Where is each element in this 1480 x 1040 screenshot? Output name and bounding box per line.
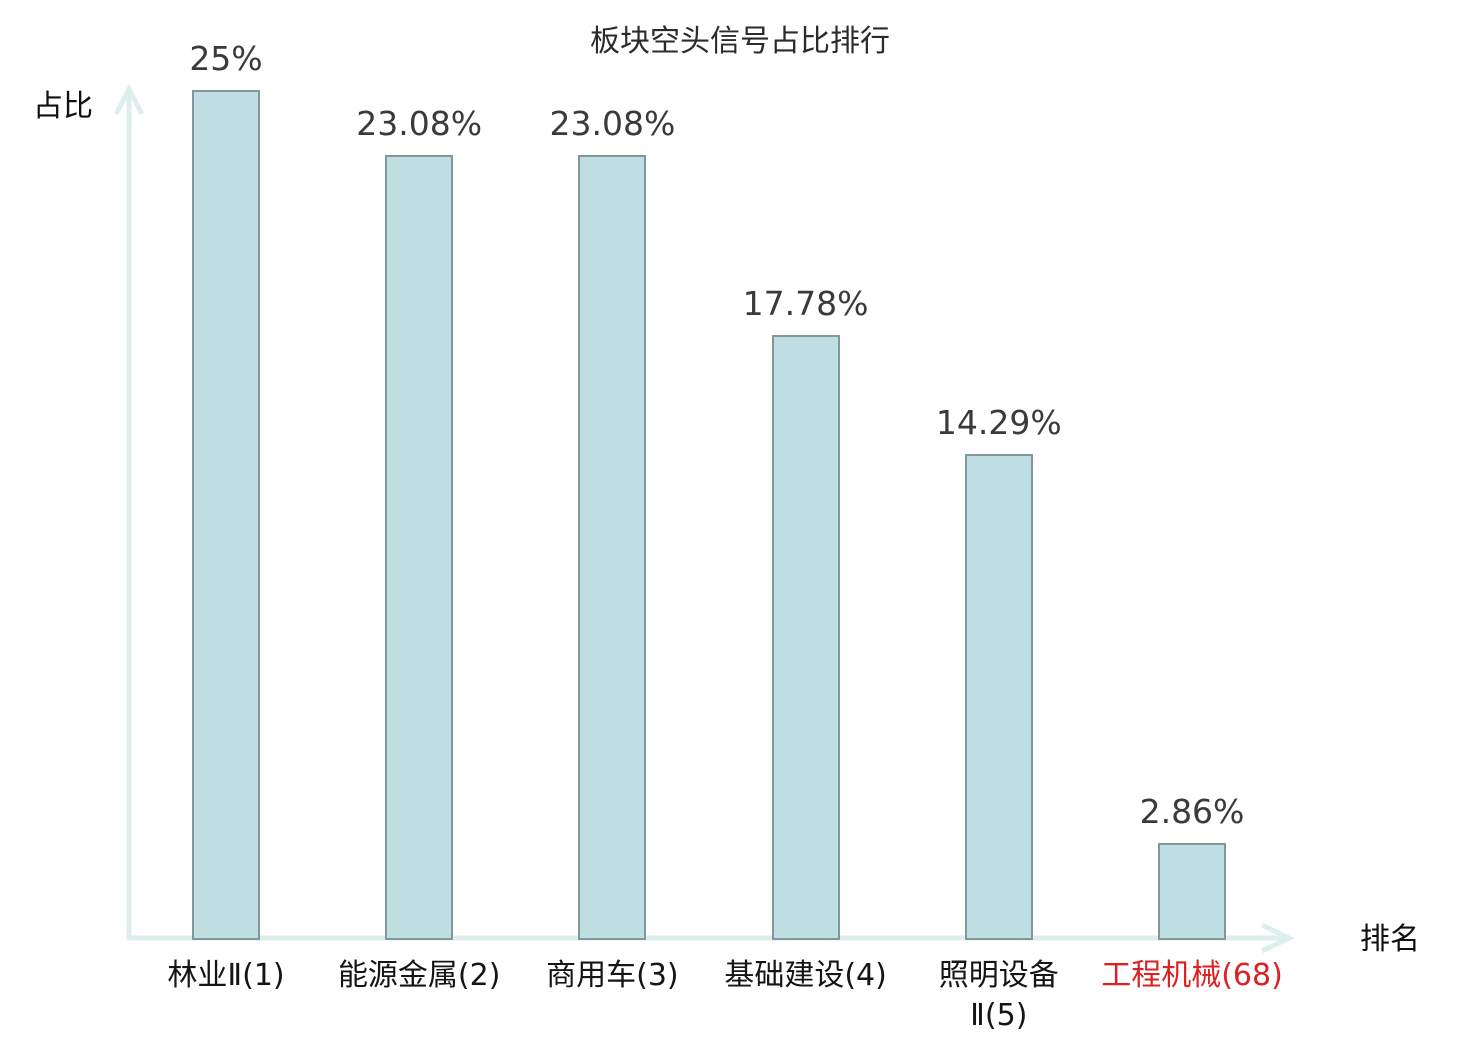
bar-value-label: 17.78% <box>742 284 869 323</box>
x-axis-label: 排名 <box>1360 922 1420 957</box>
bar <box>192 90 260 940</box>
bar-value-label: 23.08% <box>356 104 483 143</box>
category-label: 照明设备 Ⅱ(5) <box>938 958 1059 1033</box>
bar <box>1158 843 1226 940</box>
bar-value-label: 23.08% <box>549 104 676 143</box>
category-label: 基础建设(4) <box>724 958 887 993</box>
bar <box>385 155 454 940</box>
bar <box>964 454 1033 940</box>
bar-value-label: 25% <box>189 39 263 78</box>
bar-value-label: 2.86% <box>1139 792 1245 831</box>
category-label: 商用车(3) <box>546 958 679 993</box>
category-label: 林业Ⅱ(1) <box>167 958 285 993</box>
bar <box>771 335 840 940</box>
category-label: 工程机械(68) <box>1101 958 1283 993</box>
chart-title: 板块空头信号占比排行 <box>590 24 890 59</box>
y-axis-label: 占比 <box>33 89 93 124</box>
bar-value-label: 14.29% <box>935 403 1062 442</box>
category-label: 能源金属(2) <box>337 958 501 993</box>
x-axis-arrow-icon <box>1260 922 1295 954</box>
bar <box>578 155 647 940</box>
y-axis-arrow-icon <box>113 83 145 116</box>
